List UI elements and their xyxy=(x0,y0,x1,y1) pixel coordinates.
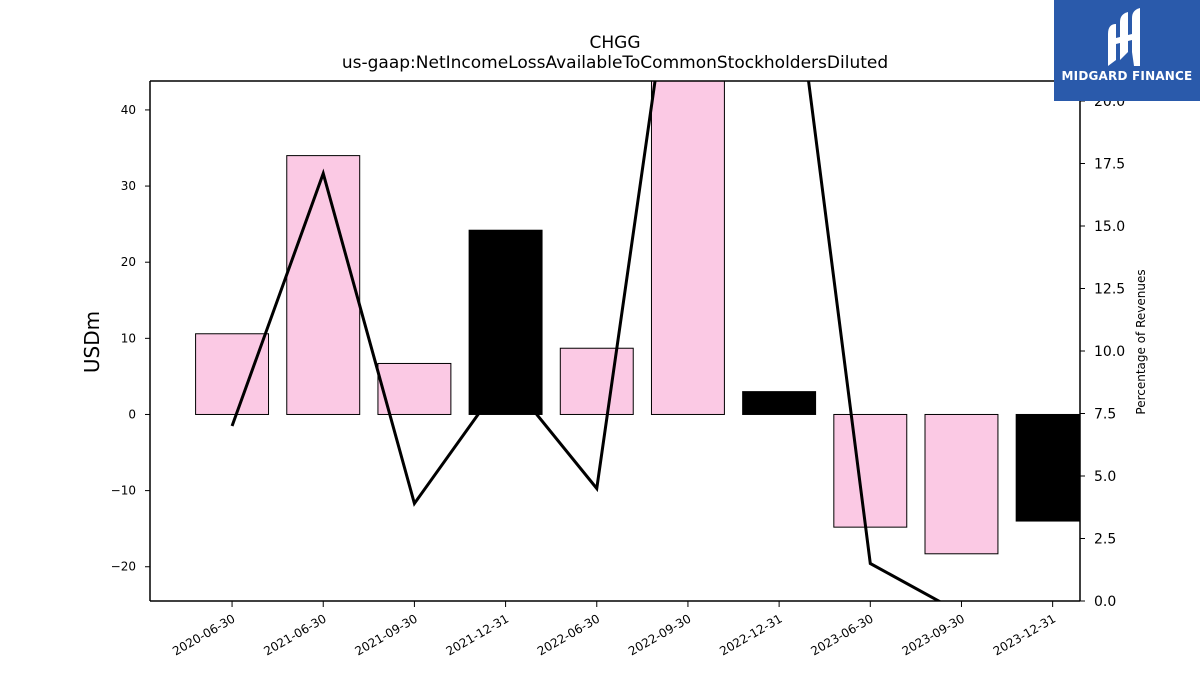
midgard-logo-icon xyxy=(1108,8,1140,66)
x-tick-label: 2022-12-31 xyxy=(717,611,784,658)
x-tick-label: 2023-06-30 xyxy=(808,611,875,658)
bar-2023-09-30 xyxy=(924,413,999,555)
x-tick-label: 2022-09-30 xyxy=(626,611,693,658)
x-tick-label: 2023-12-31 xyxy=(991,611,1058,658)
y-right-tick-label: 2.5 xyxy=(1094,532,1116,548)
bar-2020-06-30 xyxy=(195,333,270,415)
y-left-tick-label: 30 xyxy=(121,179,136,193)
y-right-tick-label: 10.0 xyxy=(1094,344,1125,360)
midgard-finance-logo: MIDGARD FINANCE xyxy=(1054,0,1200,101)
bar-2021-09-30 xyxy=(377,362,452,415)
line-series xyxy=(230,81,942,601)
bar-2022-12-31 xyxy=(742,391,817,415)
x-tick-label: 2021-06-30 xyxy=(261,611,328,658)
bar-2023-06-30 xyxy=(833,413,908,528)
x-tick-label: 2023-09-30 xyxy=(900,611,967,658)
y-right-tick-label: 17.5 xyxy=(1094,157,1125,173)
chart-title: CHGG xyxy=(590,33,641,53)
y-left-tick-label: 0 xyxy=(128,407,136,421)
y-right-tick-label: 15.0 xyxy=(1094,219,1125,235)
y-right-tick-label: 12.5 xyxy=(1094,282,1125,298)
y-axis-right-label: Percentage of Revenues xyxy=(1134,269,1148,414)
bar-2021-12-31 xyxy=(468,229,543,415)
y-right-tick-label: 5.0 xyxy=(1094,469,1116,485)
y-left-tick-label: −20 xyxy=(111,560,136,574)
x-tick-label: 2021-12-31 xyxy=(444,611,511,658)
y-left-tick-label: −10 xyxy=(111,484,136,498)
y-right-tick-label: 7.5 xyxy=(1094,407,1116,423)
x-tick-label: 2021-09-30 xyxy=(353,611,420,658)
y-left-tick-label: 20 xyxy=(121,255,136,269)
y-left-tick-label: 40 xyxy=(121,103,136,117)
bar-2022-06-30 xyxy=(559,347,634,415)
bar-2023-12-31 xyxy=(1015,413,1080,522)
y-left-tick-label: 10 xyxy=(121,331,136,345)
logo-text: MIDGARD FINANCE xyxy=(1061,69,1193,83)
bar-2022-09-30 xyxy=(650,81,725,415)
x-tick-label: 2022-06-30 xyxy=(535,611,602,658)
bar-2021-06-30 xyxy=(286,155,361,415)
y-right-tick-label: 0.0 xyxy=(1094,594,1116,610)
chart-subtitle: us-gaap:NetIncomeLossAvailableToCommonSt… xyxy=(342,53,888,73)
y-axis-left-label: USDm xyxy=(80,311,104,373)
x-tick-label: 2020-06-30 xyxy=(170,611,237,658)
